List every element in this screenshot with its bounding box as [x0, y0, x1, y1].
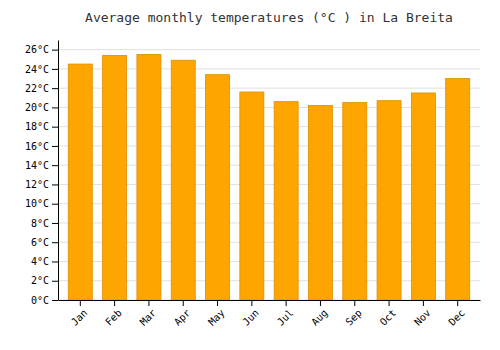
bar — [68, 64, 92, 300]
tick: 6°C — [31, 237, 58, 248]
tick-mark — [251, 300, 252, 306]
tick: 20°C — [25, 102, 58, 113]
tick-mark — [52, 300, 58, 301]
bar — [206, 75, 230, 300]
tick-mark — [423, 300, 424, 306]
tick-mark — [354, 300, 355, 306]
tick-mark — [217, 300, 218, 306]
bar — [171, 60, 195, 300]
tick-label: 4°C — [31, 256, 49, 267]
bar — [137, 54, 161, 300]
tick: 22°C — [25, 83, 58, 94]
tick-label: 12°C — [25, 179, 49, 190]
tick-label: 0°C — [31, 295, 49, 306]
tick-mark — [52, 281, 58, 282]
tick-label: 26°C — [25, 44, 49, 55]
tick-mark — [52, 184, 58, 185]
tick: Sep — [343, 300, 364, 328]
chart: 0°C 2°C 4°C 6°C 8°C 10°C 12°C 14°C 16°C 18°C 20°C 2… — [0, 0, 500, 350]
tick-label: Sep — [343, 307, 364, 328]
tick-label: Jan — [69, 307, 90, 328]
bar — [274, 102, 298, 300]
tick: 8°C — [31, 218, 58, 229]
tick-mark — [80, 300, 81, 306]
bars — [68, 54, 469, 300]
tick-mark — [52, 261, 58, 262]
tick: 4°C — [31, 256, 58, 267]
tick-mark — [52, 146, 58, 147]
tick-label: Oct — [378, 307, 399, 328]
tick-mark — [457, 300, 458, 306]
tick-label: Aug — [309, 307, 330, 328]
axis-line — [58, 41, 59, 301]
tick-label: Apr — [172, 307, 193, 328]
tick-mark — [52, 50, 58, 51]
bar — [240, 92, 264, 300]
tick: 12°C — [25, 179, 58, 190]
tick: 10°C — [25, 198, 58, 209]
tick-label: 18°C — [25, 121, 49, 132]
tick: Apr — [172, 300, 193, 328]
tick-mark — [52, 242, 58, 243]
bar — [308, 105, 332, 300]
tick-mark — [148, 300, 149, 306]
title: Average monthly temperatures (°C ) in La… — [85, 10, 453, 25]
tick-mark — [320, 300, 321, 306]
tick-label: 6°C — [31, 237, 49, 248]
tick: Jan — [69, 300, 90, 328]
tick-mark — [52, 69, 58, 70]
tick: Mar — [138, 300, 159, 328]
bar — [446, 79, 470, 300]
tick-label: 20°C — [25, 102, 49, 113]
x-axis: Jan Feb Mar Apr May Jun Jul Aug Sep Oct Nov Dec — [59, 300, 481, 328]
tick: Jul — [275, 300, 296, 328]
tick-mark — [114, 300, 115, 306]
bar — [103, 55, 127, 300]
grid — [58, 50, 480, 300]
tick-label: 16°C — [25, 141, 49, 152]
tick-label: Mar — [138, 307, 159, 328]
tick-label: 2°C — [31, 275, 49, 286]
tick-mark — [183, 300, 184, 306]
bar — [377, 101, 401, 300]
tick-label: 8°C — [31, 218, 49, 229]
tick: 2°C — [31, 275, 58, 286]
tick: 16°C — [25, 141, 58, 152]
tick: Nov — [412, 300, 433, 328]
tick: May — [206, 300, 227, 328]
tick-label: May — [206, 307, 227, 328]
tick: Aug — [309, 300, 330, 328]
tick-label: Dec — [446, 307, 467, 328]
tick-label: 10°C — [25, 198, 49, 209]
bar — [411, 93, 435, 300]
tick: 26°C — [25, 44, 58, 55]
tick-label: Nov — [412, 307, 433, 328]
tick: 18°C — [25, 121, 58, 132]
tick: Jun — [240, 300, 261, 328]
tick-mark — [52, 165, 58, 166]
tick: Oct — [378, 300, 399, 328]
grid-line — [58, 49, 480, 50]
tick-label: Jul — [275, 307, 296, 328]
tick-label: 24°C — [25, 64, 49, 75]
bar — [343, 103, 367, 300]
tick: 24°C — [25, 64, 58, 75]
tick-label: 14°C — [25, 160, 49, 171]
y-axis: 0°C 2°C 4°C 6°C 8°C 10°C 12°C 14°C 16°C 18°C 20°C 2… — [25, 41, 59, 306]
tick-label: 22°C — [25, 83, 49, 94]
tick-label: Jun — [240, 307, 261, 328]
tick-mark — [52, 223, 58, 224]
tick-mark — [286, 300, 287, 306]
tick-mark — [52, 107, 58, 108]
tick-mark — [52, 127, 58, 128]
tick-mark — [52, 204, 58, 205]
tick: Feb — [103, 300, 124, 328]
tick-label: Feb — [103, 307, 124, 328]
tick: 14°C — [25, 160, 58, 171]
tick: Dec — [446, 300, 467, 328]
tick: 0°C — [31, 295, 58, 306]
tick-mark — [52, 88, 58, 89]
tick-mark — [389, 300, 390, 306]
axis-line — [59, 300, 481, 301]
